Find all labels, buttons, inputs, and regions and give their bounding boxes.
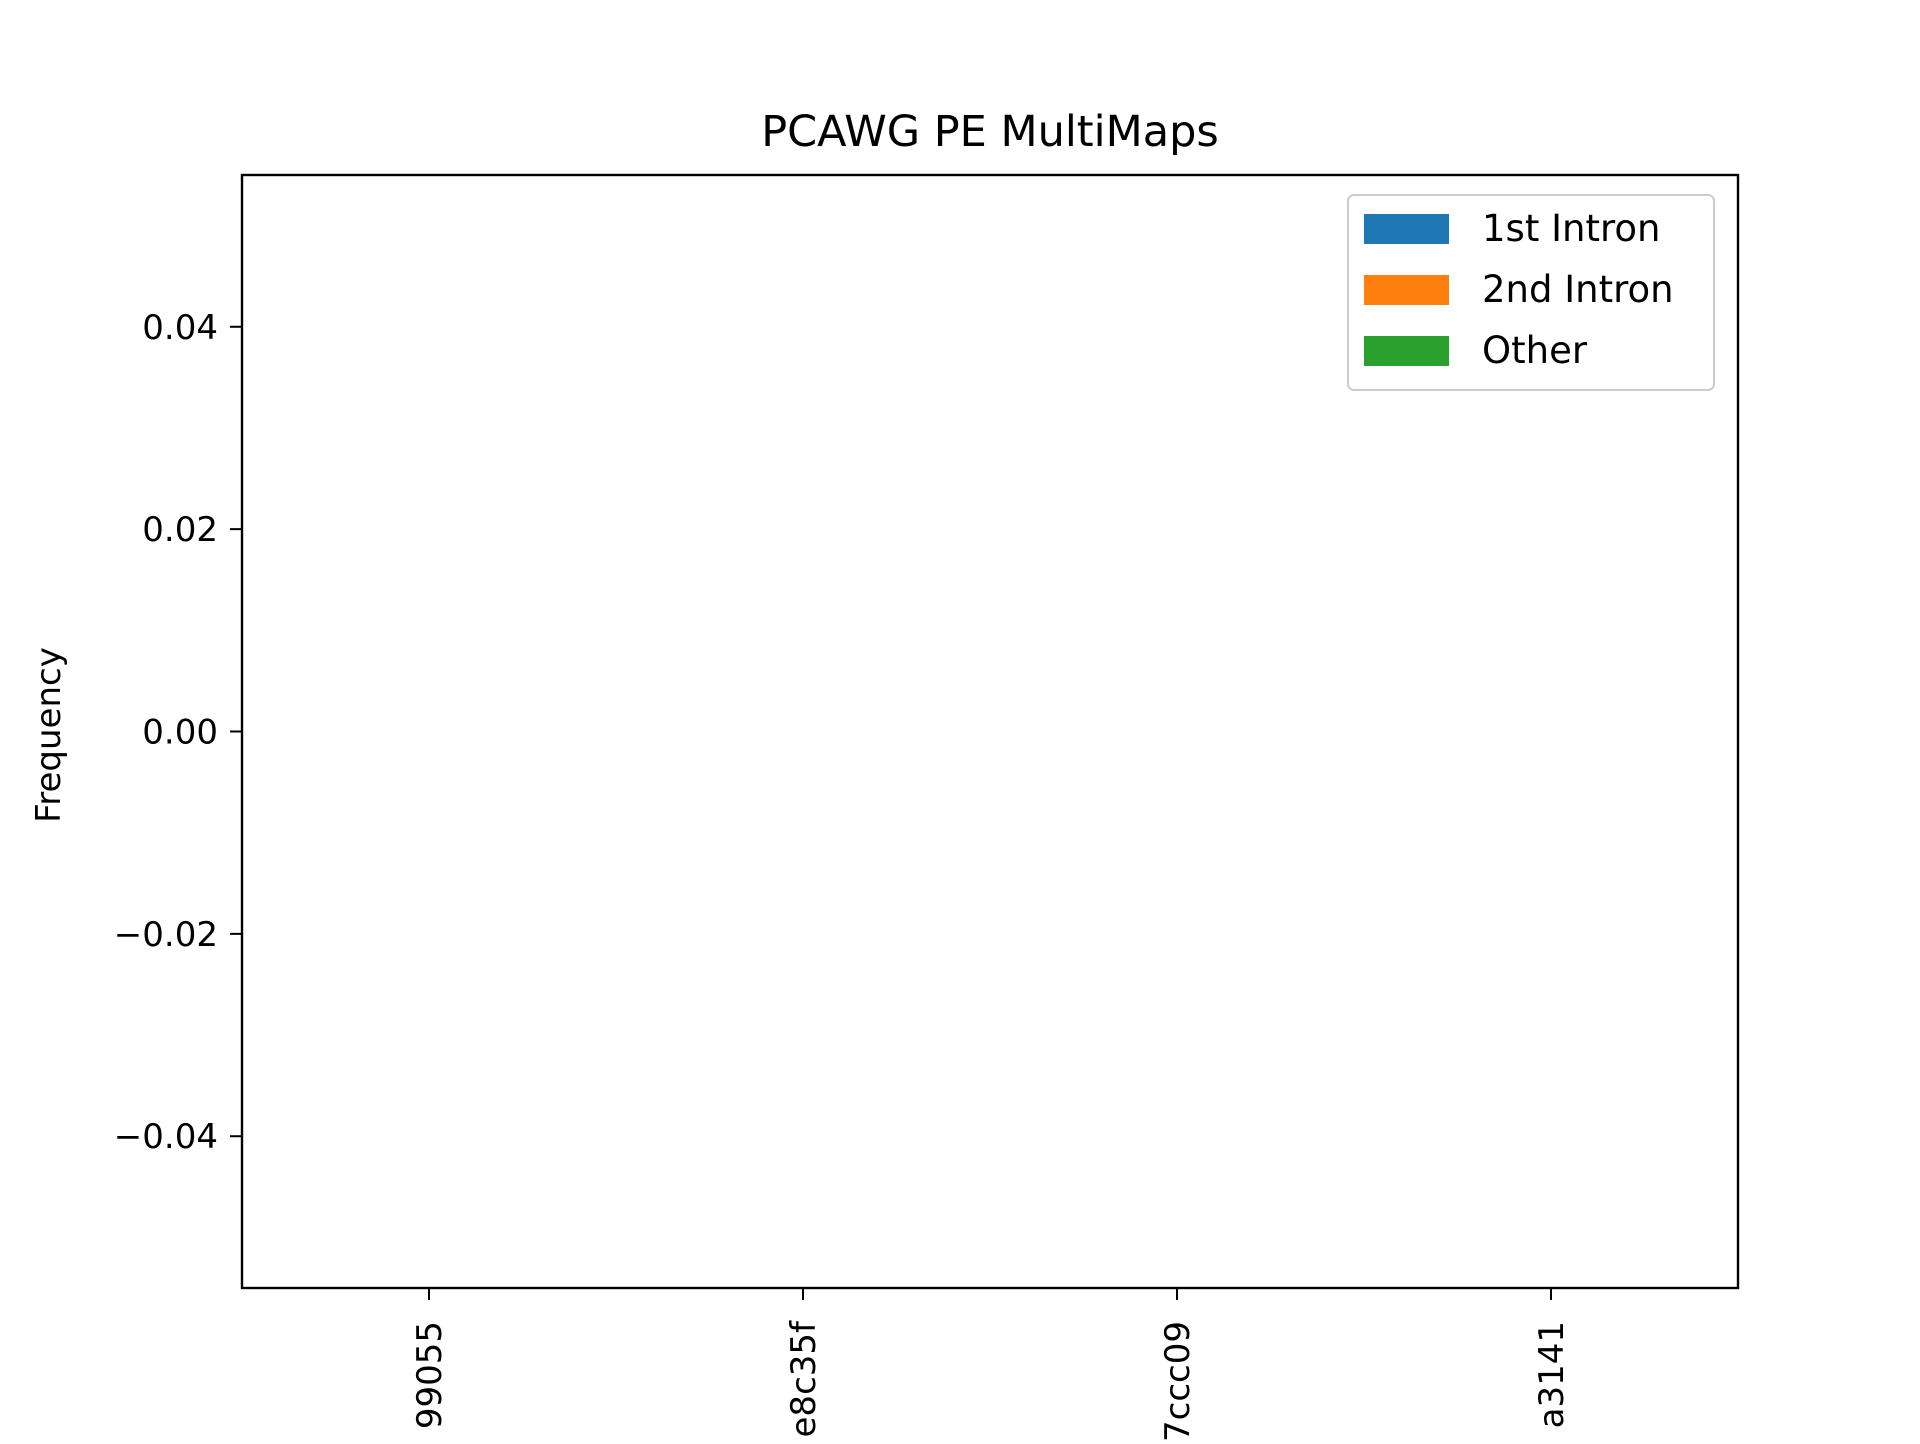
x-tick-label: e8c35f <box>784 1320 824 1438</box>
legend-label: 1st Intron <box>1482 207 1660 250</box>
x-tick-label: 7ccc09 <box>1158 1321 1198 1440</box>
legend-items: 1st Intron 2nd Intron Other <box>1364 207 1674 372</box>
legend-label: 2nd Intron <box>1482 268 1674 311</box>
y-axis: 0.04 0.02 0.00 −0.02 −0.04 <box>114 308 242 1157</box>
y-tick-label: 0.00 <box>142 713 218 753</box>
legend-swatch <box>1364 336 1449 366</box>
legend: 1st Intron 2nd Intron Other <box>1347 194 1715 391</box>
plot-frame <box>240 173 1740 1290</box>
x-tick-label: 99055 <box>410 1321 450 1429</box>
legend-swatch <box>1364 275 1449 305</box>
y-axis-label: Frequency <box>29 647 69 823</box>
legend-label: Other <box>1482 329 1588 372</box>
legend-swatch <box>1364 214 1449 244</box>
y-tick-label: −0.04 <box>114 1117 218 1157</box>
y-tick-label: 0.02 <box>142 510 218 550</box>
chart-title: PCAWG PE MultiMaps <box>761 107 1219 157</box>
x-tick-label: a3141 <box>1532 1321 1572 1428</box>
y-tick-label: −0.02 <box>114 915 218 955</box>
y-tick-label: 0.04 <box>142 308 218 348</box>
x-axis: 99055 e8c35f 7ccc09 a3141 <box>410 1288 1572 1442</box>
